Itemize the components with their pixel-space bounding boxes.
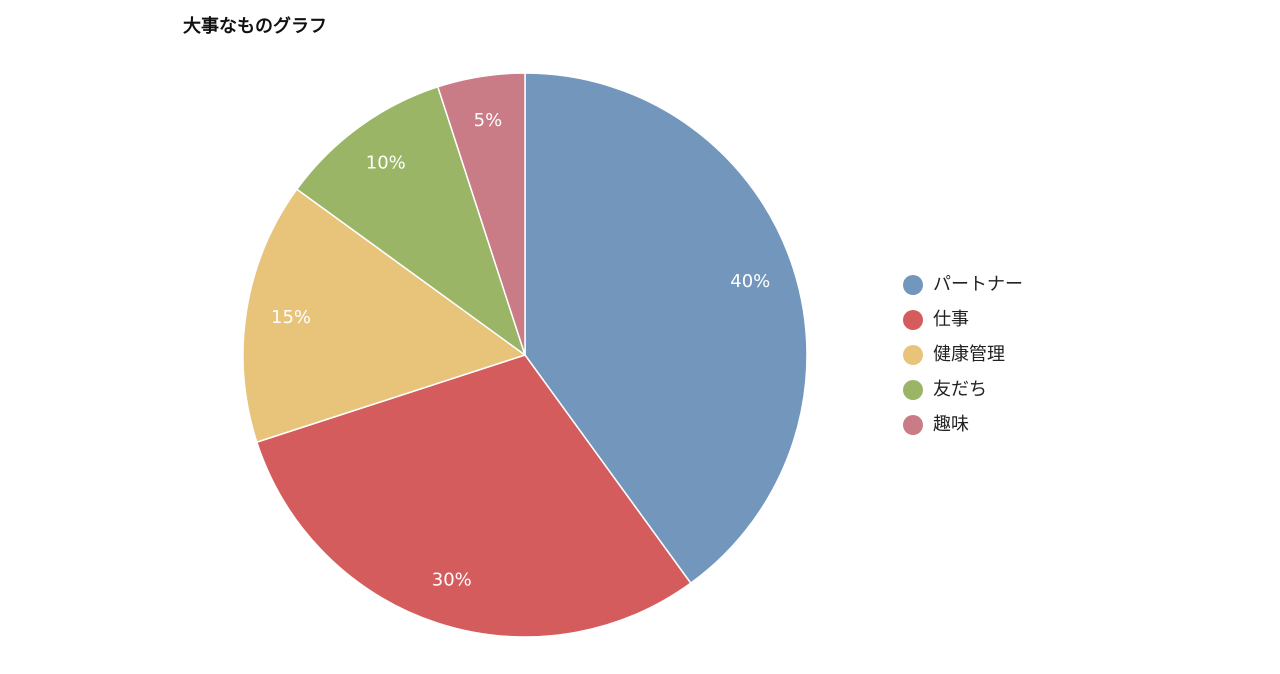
data-label: 30% (432, 569, 472, 590)
pie-slice (436, 72, 526, 356)
legend-swatch (903, 380, 923, 400)
legend-swatch (903, 310, 923, 330)
legend-label: 友だち (933, 379, 987, 400)
data-label: 10% (366, 152, 406, 173)
data-label: 5% (474, 110, 503, 131)
legend-swatch (903, 415, 923, 435)
pie-slice (295, 85, 527, 357)
chart-title: 大事なものグラフ (183, 15, 327, 37)
legend-swatch (903, 275, 923, 295)
legend-label: 趣味 (933, 414, 969, 435)
pie-slice (524, 72, 808, 585)
data-label: 40% (730, 271, 770, 292)
data-label: 15% (271, 307, 311, 328)
pie-slice (255, 354, 692, 638)
legend-label: 仕事 (933, 309, 969, 330)
pie-slice (242, 188, 527, 444)
legend-swatch (903, 345, 923, 365)
legend-label: 健康管理 (933, 344, 1005, 365)
legend-label: パートナー (933, 274, 1023, 295)
